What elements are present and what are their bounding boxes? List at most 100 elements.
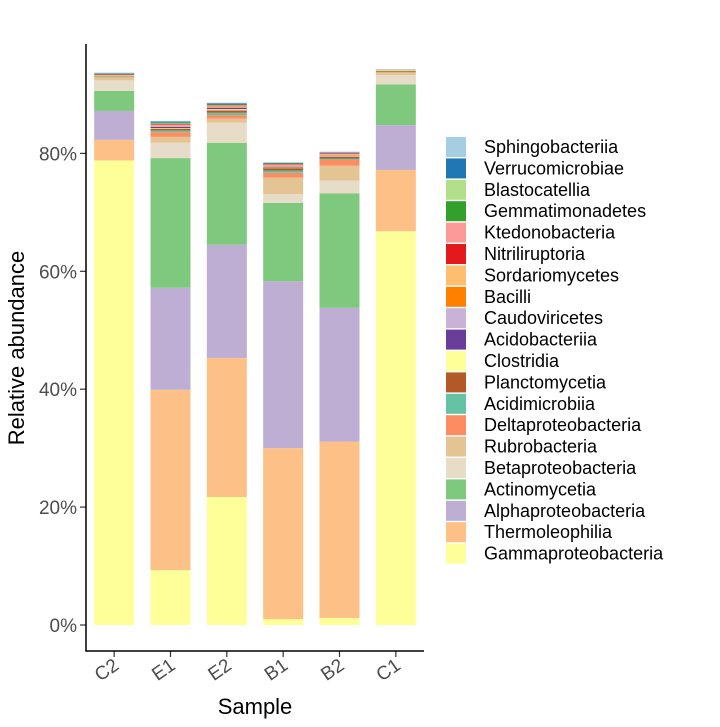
bar-segment-b2-clostridia bbox=[319, 156, 360, 157]
bar-segment-c2-alphaproteobacteria bbox=[94, 110, 135, 140]
bar-segment-b1-sphingobacteriia bbox=[263, 162, 304, 163]
bar-segment-e1-alphaproteobacteria bbox=[150, 287, 191, 390]
bar-segment-e2-nitriliruptoria bbox=[206, 105, 247, 107]
legend-swatch-deltaproteobacteria bbox=[446, 415, 466, 436]
legend-swatch-clostridia bbox=[446, 351, 466, 371]
x-tick-label: C2 bbox=[91, 655, 123, 686]
bar-segment-b1-deltaproteobacteria bbox=[263, 172, 304, 178]
y-axis-title: Relative abundance bbox=[4, 251, 29, 445]
y-tick-label: 40% bbox=[39, 380, 77, 401]
bar-segment-b1-acidimicrobiia bbox=[263, 170, 304, 173]
legend-label-deltaproteobacteria: Deltaproteobacteria bbox=[484, 415, 642, 435]
bar-segment-b1-clostridia bbox=[263, 167, 304, 169]
bar-segment-e1-actinomycetia bbox=[150, 158, 191, 288]
bar-segment-c1-bacilli bbox=[375, 69, 416, 71]
bar-segment-c2-betaproteobacteria bbox=[94, 80, 135, 91]
bar-segment-b1-actinomycetia bbox=[263, 202, 304, 282]
bar-segment-e1-bacilli bbox=[150, 125, 191, 127]
bar-segment-c2-acidobacteriia bbox=[94, 74, 135, 76]
bar-segment-b1-betaproteobacteria bbox=[263, 194, 304, 203]
bar-segment-c1-deltaproteobacteria bbox=[375, 72, 416, 73]
legend-swatch-gammaproteobacteria bbox=[446, 543, 466, 564]
bar-segment-b1-verrucomicrobiae bbox=[263, 162, 304, 164]
bar-segment-e2-deltaproteobacteria bbox=[206, 115, 247, 119]
bar-segment-b1-rubrobacteria bbox=[263, 177, 304, 195]
legend-swatch-rubrobacteria bbox=[446, 436, 466, 457]
bar-segment-e2-bacilli bbox=[206, 106, 247, 108]
bar-segment-e2-acidimicrobiia bbox=[206, 112, 247, 116]
bar-segment-b2-thermoleophilia bbox=[319, 441, 360, 618]
bar-segment-b1-alphaproteobacteria bbox=[263, 281, 304, 449]
bar-segment-b2-gammaproteobacteria bbox=[319, 617, 360, 625]
bar-segment-c1-alphaproteobacteria bbox=[375, 125, 416, 170]
bar-segment-c2-clostridia bbox=[94, 75, 135, 76]
bar-segment-e2-planctomycetia bbox=[206, 110, 247, 113]
bar-segment-e2-alphaproteobacteria bbox=[206, 244, 247, 358]
bar-segment-b2-acidobacteriia bbox=[319, 155, 360, 157]
legend-label-planctomycetia: Planctomycetia bbox=[484, 372, 607, 392]
bar-segment-c1-sphingobacteriia bbox=[375, 69, 416, 70]
bar-segment-e2-gemmatimonadetes bbox=[206, 104, 247, 106]
bar-segment-e1-blastocatellia bbox=[150, 122, 191, 124]
bar-segment-b1-caudoviricetes bbox=[263, 166, 304, 167]
bar-segment-e2-sphingobacteriia bbox=[206, 102, 247, 104]
bar-segment-b1-nitriliruptoria bbox=[263, 164, 304, 166]
legend-label-thermoleophilia: Thermoleophilia bbox=[484, 522, 613, 542]
bar-segment-b2-verrucomicrobiae bbox=[319, 152, 360, 153]
bar-segment-e1-acidimicrobiia bbox=[150, 130, 191, 133]
bar-segment-c1-acidimicrobiia bbox=[375, 71, 416, 73]
legend-swatch-betaproteobacteria bbox=[446, 458, 466, 478]
bar-segment-b2-actinomycetia bbox=[319, 193, 360, 308]
x-tick-label: E1 bbox=[148, 655, 179, 686]
bar-segment-e2-gammaproteobacteria bbox=[206, 497, 247, 625]
legend-swatch-nitriliruptoria bbox=[446, 244, 466, 264]
legend-swatch-bacilli bbox=[446, 286, 466, 307]
legend: SphingobacteriiaVerrucomicrobiaeBlastoca… bbox=[446, 137, 664, 564]
bar-segment-e2-betaproteobacteria bbox=[206, 122, 247, 143]
legend-label-caudoviricetes: Caudoviricetes bbox=[484, 308, 603, 328]
bar-segment-b1-gemmatimonadetes bbox=[263, 163, 304, 165]
x-tick-label: E2 bbox=[205, 655, 236, 686]
bar-segment-c1-actinomycetia bbox=[375, 84, 416, 126]
bar-segment-c2-bacilli bbox=[94, 73, 135, 75]
bar-segment-e1-gemmatimonadetes bbox=[150, 123, 191, 124]
bar-segment-e1-nitriliruptoria bbox=[150, 124, 191, 126]
legend-label-ktedonobacteria: Ktedonobacteria bbox=[484, 223, 616, 243]
bar-segment-e1-thermoleophilia bbox=[150, 389, 191, 571]
bar-segment-e2-rubrobacteria bbox=[206, 118, 247, 123]
bar-segment-e1-gammaproteobacteria bbox=[150, 570, 191, 625]
bar-segment-e2-ktedonobacteria bbox=[206, 105, 247, 106]
bar-segment-e1-acidobacteriia bbox=[150, 126, 191, 129]
bar-segment-b2-alphaproteobacteria bbox=[319, 307, 360, 442]
bar-segment-e2-acidobacteriia bbox=[206, 108, 247, 110]
bar-segment-b2-sordariomycetes bbox=[319, 153, 360, 155]
bar-segment-b1-gammaproteobacteria bbox=[263, 619, 304, 625]
bar-segment-b1-sordariomycetes bbox=[263, 165, 304, 166]
legend-swatch-verrucomicrobiae bbox=[446, 158, 466, 179]
bar-segment-b2-bacilli bbox=[319, 154, 360, 156]
legend-label-sordariomycetes: Sordariomycetes bbox=[484, 265, 619, 285]
bar-segment-e2-verrucomicrobiae bbox=[206, 103, 247, 105]
legend-label-nitriliruptoria: Nitriliruptoria bbox=[484, 244, 586, 264]
bar-segment-b2-deltaproteobacteria bbox=[319, 159, 360, 166]
legend-label-clostridia: Clostridia bbox=[484, 351, 560, 371]
bar-segment-e2-clostridia bbox=[206, 109, 247, 111]
bar-segment-b2-acidimicrobiia bbox=[319, 158, 360, 160]
bar-segment-b2-betaproteobacteria bbox=[319, 180, 360, 194]
bar-segment-b2-planctomycetia bbox=[319, 156, 360, 159]
y-tick-label: 0% bbox=[50, 616, 78, 637]
legend-swatch-alphaproteobacteria bbox=[446, 500, 466, 521]
bar-segment-b1-acidobacteriia bbox=[263, 166, 304, 168]
bar-segment-e1-rubrobacteria bbox=[150, 136, 191, 143]
legend-swatch-ktedonobacteria bbox=[446, 222, 466, 243]
bar-segment-e2-thermoleophilia bbox=[206, 357, 247, 498]
bar-segment-b2-sphingobacteriia bbox=[319, 151, 360, 153]
legend-label-actinomycetia: Actinomycetia bbox=[484, 479, 597, 499]
bar-segment-b1-ktedonobacteria bbox=[263, 164, 304, 165]
bar-segment-c1-gammaproteobacteria bbox=[375, 231, 416, 625]
bar-segment-c1-rubrobacteria bbox=[375, 72, 416, 75]
y-axis-ticks: 0% 20% 40% 60% 80% bbox=[39, 144, 86, 637]
y-tick-label: 80% bbox=[39, 144, 77, 165]
bar-segment-c2-acidimicrobiia bbox=[94, 76, 135, 77]
